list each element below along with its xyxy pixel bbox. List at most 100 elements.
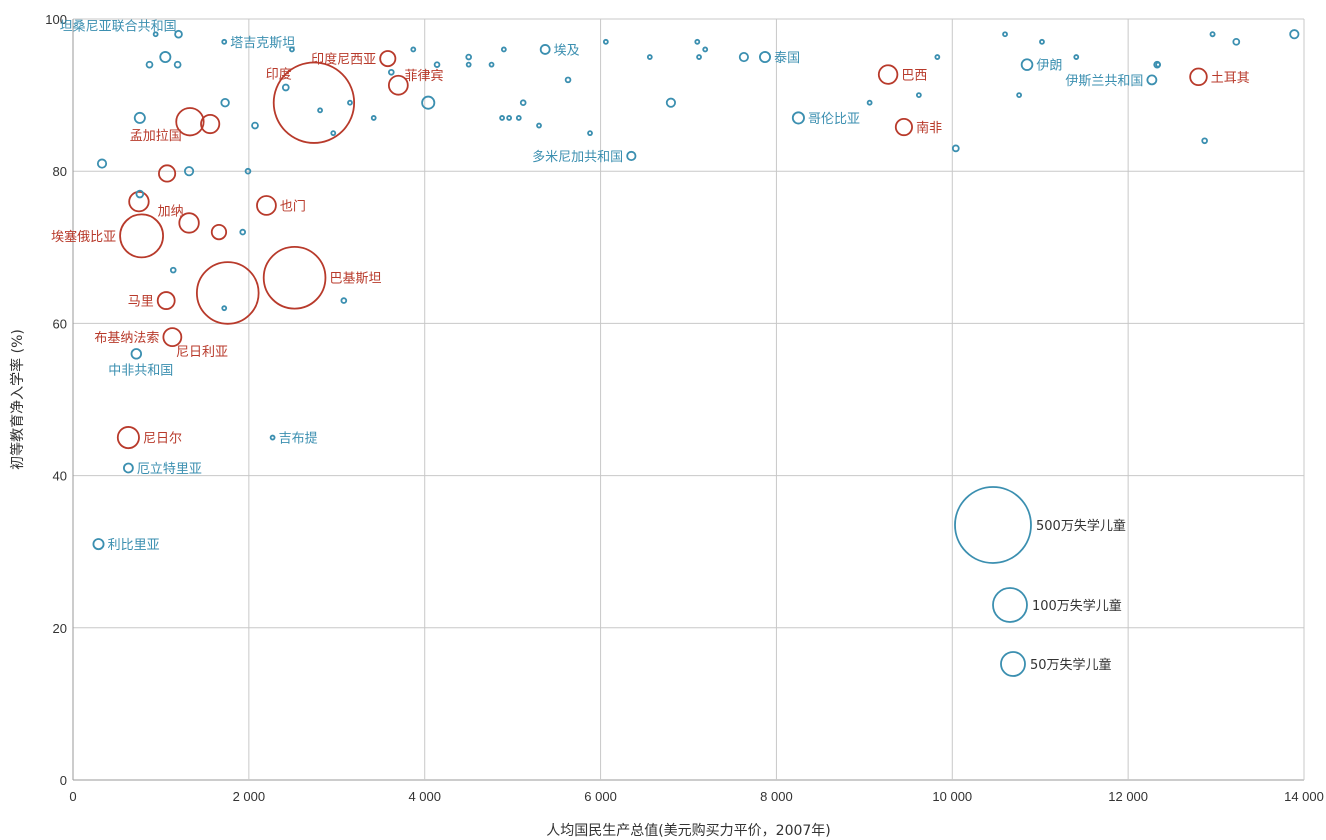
data-bubble	[130, 348, 143, 360]
x-axis-title: 人均国民生产总值(美元购买力平价，2007年)	[546, 823, 831, 839]
data-label: 厄立特里亚	[137, 462, 202, 477]
data-bubble	[587, 130, 593, 137]
data-bubble	[221, 38, 228, 45]
data-label: 尼日尔	[143, 432, 182, 447]
data-bubble	[410, 46, 417, 53]
legend-label: 50万失学儿童	[1030, 657, 1112, 673]
data-bubble	[499, 115, 505, 121]
data-bubble	[221, 305, 228, 312]
x-tick-label: 14 000	[1284, 789, 1324, 804]
data-bubble	[200, 113, 221, 135]
data-bubble	[169, 266, 177, 274]
data-bubble	[506, 115, 513, 121]
data-bubble	[370, 115, 377, 121]
data-bubble	[877, 64, 899, 85]
data-bubble	[340, 297, 348, 304]
data-bubble	[175, 107, 205, 137]
data-bubble	[122, 462, 134, 474]
data-bubble	[244, 167, 252, 175]
data-bubble	[519, 99, 527, 107]
data-bubble	[1016, 92, 1023, 98]
data-label: 巴基斯坦	[329, 272, 381, 287]
data-bubble	[379, 50, 397, 68]
data-bubble	[1020, 58, 1034, 71]
data-label: 塔吉克斯坦	[230, 36, 295, 51]
data-bubble	[500, 46, 507, 53]
data-label: 巴西	[901, 69, 927, 84]
data-label: 哥伦比亚	[808, 112, 860, 127]
y-tick-label: 20	[53, 621, 67, 636]
data-bubble	[269, 434, 276, 441]
data-bubble	[387, 68, 395, 76]
data-bubble	[465, 61, 472, 68]
data-bubble	[1232, 37, 1241, 46]
grid-lines	[72, 18, 1305, 781]
data-bubble	[536, 122, 542, 129]
data-bubble	[135, 189, 145, 199]
data-bubble	[195, 261, 260, 325]
data-label: 伊朗	[1036, 59, 1062, 74]
data-bubble	[646, 54, 653, 60]
data-bubble	[173, 60, 182, 69]
data-bubble	[145, 60, 154, 69]
data-bubble	[128, 190, 150, 213]
data-bubble	[934, 54, 941, 60]
data-label: 泰国	[774, 51, 800, 66]
data-bubble	[1155, 61, 1161, 68]
y-tick-label: 60	[53, 316, 67, 331]
data-label: 埃塞俄比亚	[51, 229, 116, 245]
y-axis-title: 初等教育净入学率 (%)	[9, 329, 26, 470]
x-tick-label: 10 000	[932, 789, 972, 804]
data-bubble	[156, 291, 176, 310]
data-label: 伊斯兰共和国	[1065, 74, 1143, 89]
data-bubble	[96, 158, 108, 169]
data-bubble	[347, 99, 353, 106]
x-tick-label: 6 000	[584, 789, 617, 804]
data-label: 印度	[266, 67, 292, 83]
size-legend: 500万失学儿童 100万失学儿童 50万失学儿童	[954, 486, 1126, 677]
data-label: 中非共和国	[108, 364, 173, 379]
data-bubble	[488, 61, 495, 68]
data-bubble	[665, 97, 676, 108]
data-bubble	[289, 46, 295, 53]
data-bubble	[281, 83, 290, 92]
data-bubble	[1073, 54, 1080, 60]
data-bubble	[539, 44, 551, 55]
data-label: 坦桑尼亚联合共和国	[60, 19, 177, 34]
data-label: 加纳	[158, 205, 184, 220]
data-bubble	[758, 51, 771, 64]
legend-bubble	[954, 486, 1032, 564]
data-bubble	[738, 51, 749, 63]
data-bubble	[1201, 137, 1208, 145]
data-bubble	[1039, 38, 1045, 45]
data-label: 布基纳法索	[94, 331, 159, 346]
data-bubble	[1209, 31, 1216, 38]
x-tick-label: 12 000	[1108, 789, 1148, 804]
data-bubble	[330, 130, 337, 137]
data-bubble	[119, 213, 164, 259]
data-bubble	[515, 115, 522, 121]
data-bubble	[178, 212, 200, 234]
y-tick-label: 40	[53, 469, 67, 484]
data-bubble	[174, 29, 183, 39]
y-tick-label: 100	[45, 12, 67, 27]
data-bubble	[262, 245, 327, 310]
data-bubble	[317, 107, 323, 114]
data-label: 马里	[128, 295, 154, 310]
data-label: 多米尼加共和国	[532, 149, 623, 165]
data-label: 孟加拉国	[130, 129, 182, 144]
y-tick-label: 0	[60, 773, 67, 788]
x-tick-label: 0	[69, 789, 76, 804]
y-axis-ticks: 0 20 40 60 80 100	[45, 12, 67, 788]
x-tick-label: 4 000	[408, 789, 441, 804]
data-bubble	[158, 164, 177, 183]
legend-label: 100万失学儿童	[1032, 598, 1122, 614]
data-bubble	[433, 61, 441, 68]
data-bubble	[1002, 31, 1008, 38]
data-bubble	[92, 538, 105, 551]
data-bubble	[602, 38, 609, 45]
data-bubble	[1189, 67, 1208, 87]
data-bubble	[564, 76, 572, 84]
data-label: 南非	[916, 120, 942, 136]
